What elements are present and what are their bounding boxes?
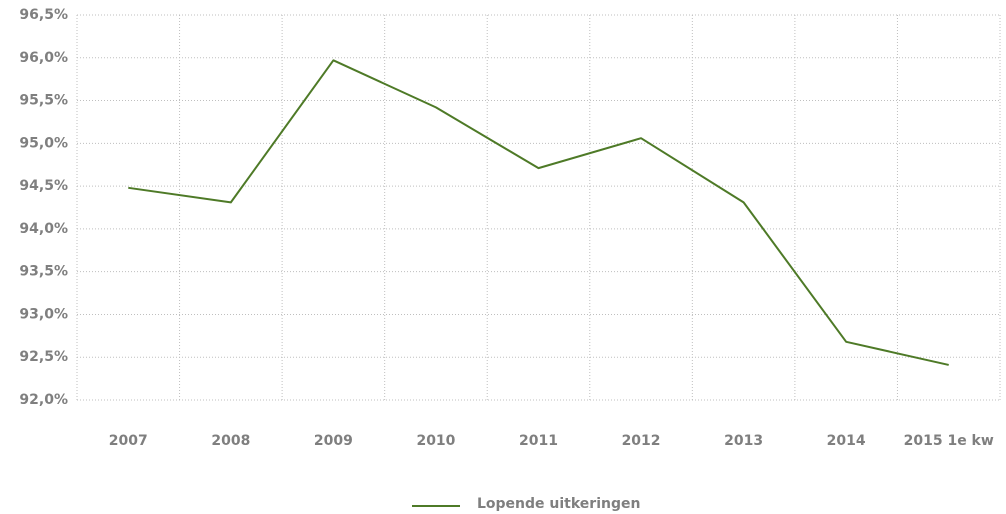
y-tick-label: 92,0% xyxy=(19,392,68,408)
x-tick-label: 2008 xyxy=(211,433,250,449)
y-tick-label: 94,0% xyxy=(19,221,68,237)
x-tick-label: 2014 xyxy=(827,433,866,449)
y-tick-label: 92,5% xyxy=(19,349,68,365)
y-tick-label: 93,5% xyxy=(19,264,68,280)
y-tick-label: 96,0% xyxy=(19,50,68,66)
x-tick-label: 2012 xyxy=(622,433,661,449)
y-tick-label: 95,5% xyxy=(19,93,68,109)
x-tick-label: 2007 xyxy=(109,433,148,449)
y-tick-label: 94,5% xyxy=(19,178,68,194)
y-tick-label: 96,5% xyxy=(19,7,68,23)
x-tick-label: 2011 xyxy=(519,433,558,449)
data-line xyxy=(128,59,949,366)
x-tick-label: 2010 xyxy=(416,433,455,449)
x-tick-label: 2015 1e kw xyxy=(904,433,994,449)
x-tick-label: 2013 xyxy=(724,433,763,449)
y-tick-label: 95,0% xyxy=(19,135,68,151)
y-tick-label: 93,0% xyxy=(19,306,68,322)
legend-label: Lopende uitkeringen xyxy=(477,496,640,512)
x-tick-label: 2009 xyxy=(314,433,353,449)
